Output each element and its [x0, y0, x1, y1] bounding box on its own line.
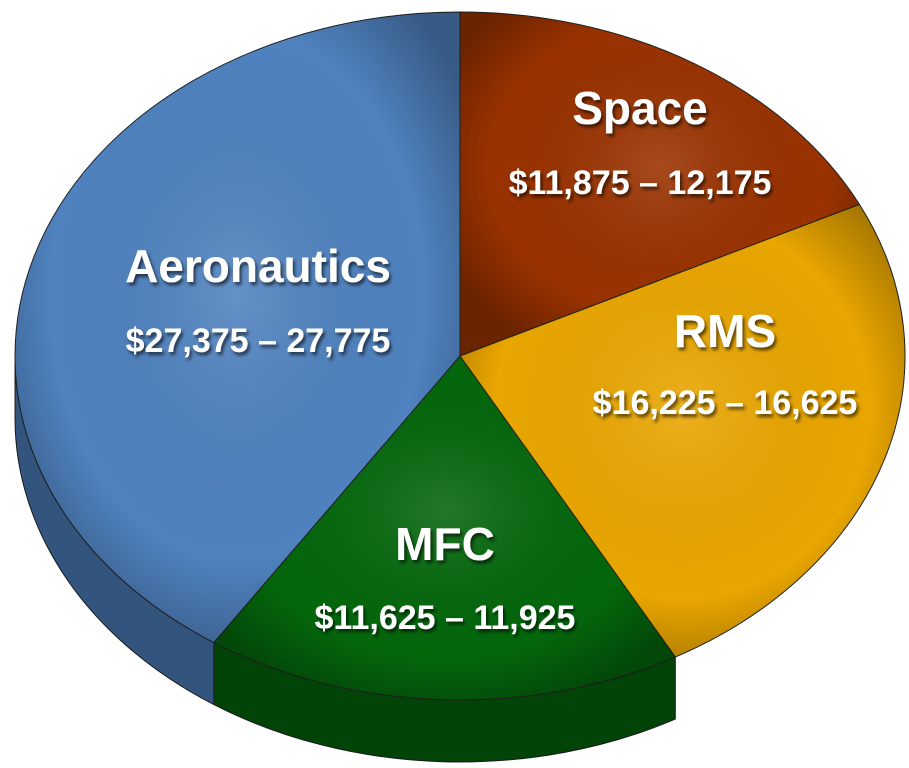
slice-name: Space	[572, 82, 708, 134]
pie-slice-shade	[460, 204, 905, 658]
slice-name: MFC	[395, 518, 495, 570]
pie-top	[14, 11, 906, 701]
pie-slice-shade	[14, 12, 461, 643]
pie-slice-shade	[213, 356, 676, 700]
slice-value-label: $11,625 – 11,925	[315, 599, 576, 637]
pie-side-shade	[213, 642, 676, 762]
slice-name: RMS	[674, 305, 776, 357]
pie-slice-shade	[460, 12, 860, 356]
slice-name: Aeronautics	[125, 240, 391, 292]
labels: Space $11,875 – 12,175 RMS $16,225 – 16,625…	[125, 82, 857, 637]
slice-value-label: $16,225 – 16,625	[593, 384, 858, 422]
slice-value-label: $27,375 – 27,775	[126, 322, 391, 360]
slice-value-label: $11,875 – 12,175	[509, 164, 772, 202]
pie-side-shade	[15, 356, 214, 705]
